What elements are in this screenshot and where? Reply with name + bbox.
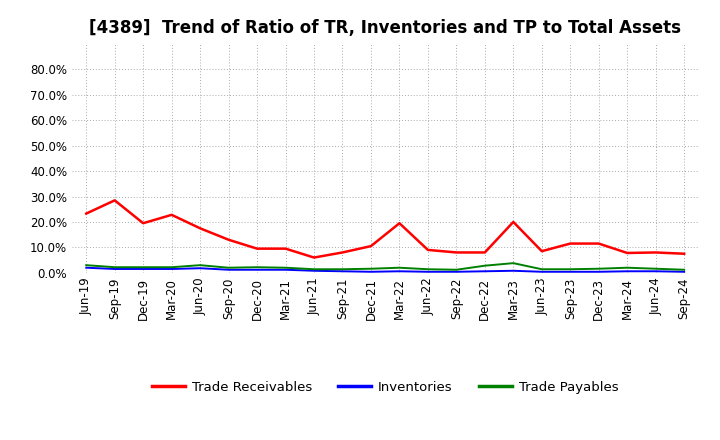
Trade Payables — [452, 267, 461, 272]
Inventories — [623, 269, 631, 274]
Inventories — [366, 269, 375, 275]
Trade Payables — [310, 267, 318, 272]
Trade Receivables — [139, 220, 148, 226]
Inventories — [595, 269, 603, 275]
Inventories — [338, 269, 347, 274]
Inventories — [310, 268, 318, 273]
Trade Payables — [167, 264, 176, 270]
Trade Payables — [282, 265, 290, 270]
Inventories — [509, 268, 518, 273]
Trade Receivables — [110, 198, 119, 203]
Legend: Trade Receivables, Inventories, Trade Payables: Trade Receivables, Inventories, Trade Pa… — [147, 375, 624, 399]
Inventories — [167, 266, 176, 271]
Inventories — [480, 269, 489, 274]
Trade Payables — [480, 263, 489, 268]
Trade Payables — [537, 267, 546, 272]
Trade Receivables — [225, 237, 233, 242]
Trade Payables — [110, 264, 119, 270]
Trade Receivables — [196, 226, 204, 231]
Inventories — [537, 269, 546, 275]
Trade Receivables — [366, 243, 375, 249]
Trade Receivables — [452, 250, 461, 255]
Trade Payables — [509, 260, 518, 266]
Trade Payables — [623, 265, 631, 270]
Line: Trade Payables: Trade Payables — [86, 263, 684, 270]
Trade Receivables — [253, 246, 261, 251]
Inventories — [680, 269, 688, 275]
Trade Payables — [139, 264, 148, 270]
Trade Payables — [82, 263, 91, 268]
Inventories — [282, 267, 290, 272]
Trade Receivables — [509, 219, 518, 224]
Line: Inventories: Inventories — [86, 268, 684, 272]
Trade Receivables — [338, 250, 347, 255]
Trade Receivables — [680, 251, 688, 257]
Trade Receivables — [395, 220, 404, 226]
Inventories — [110, 266, 119, 271]
Trade Receivables — [480, 250, 489, 255]
Line: Trade Receivables: Trade Receivables — [86, 200, 684, 257]
Inventories — [253, 267, 261, 272]
Trade Payables — [395, 265, 404, 270]
Trade Payables — [423, 267, 432, 272]
Trade Receivables — [282, 246, 290, 251]
Trade Payables — [595, 266, 603, 271]
Inventories — [196, 266, 204, 271]
Inventories — [652, 269, 660, 274]
Inventories — [395, 269, 404, 274]
Trade Receivables — [566, 241, 575, 246]
Inventories — [139, 266, 148, 271]
Trade Payables — [566, 267, 575, 272]
Trade Payables — [225, 265, 233, 270]
Trade Receivables — [423, 247, 432, 253]
Trade Receivables — [652, 250, 660, 255]
Title: [4389]  Trend of Ratio of TR, Inventories and TP to Total Assets: [4389] Trend of Ratio of TR, Inventories… — [89, 19, 681, 37]
Trade Receivables — [623, 250, 631, 256]
Trade Receivables — [537, 249, 546, 254]
Trade Receivables — [82, 211, 91, 216]
Inventories — [452, 269, 461, 275]
Trade Payables — [338, 267, 347, 272]
Inventories — [82, 265, 91, 270]
Trade Receivables — [167, 212, 176, 217]
Trade Payables — [366, 266, 375, 271]
Trade Receivables — [310, 255, 318, 260]
Inventories — [423, 269, 432, 275]
Trade Payables — [652, 266, 660, 271]
Trade Payables — [680, 267, 688, 272]
Inventories — [225, 267, 233, 272]
Trade Receivables — [595, 241, 603, 246]
Trade Payables — [253, 264, 261, 270]
Trade Payables — [196, 263, 204, 268]
Inventories — [566, 269, 575, 275]
